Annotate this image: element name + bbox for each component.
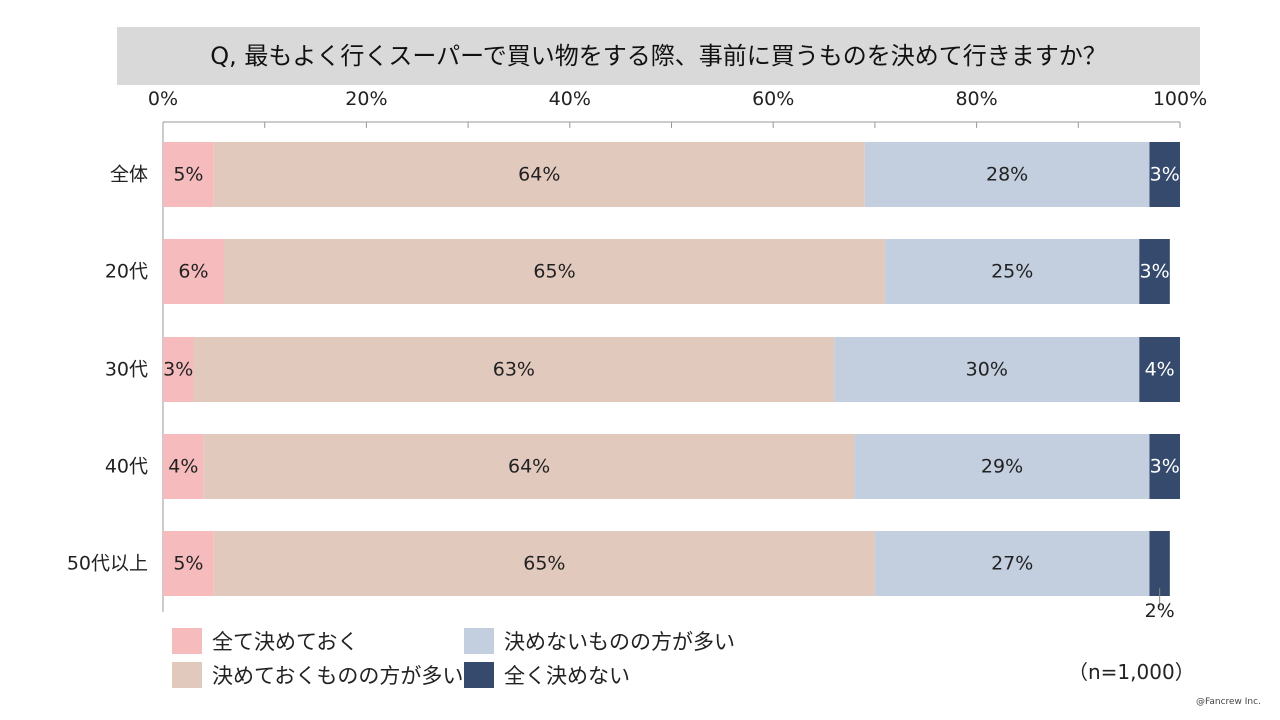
legend-swatch: [464, 628, 494, 654]
bar-segment: [1149, 142, 1180, 207]
legend-label: 全て決めておく: [212, 630, 359, 654]
legend-item-all-decided: 全て決めておく: [172, 626, 358, 656]
chart-title: Q, 最もよく行くスーパーで買い物をする際、事前に買うものを決めて行きますか？: [210, 42, 1107, 70]
data-label: 65%: [533, 261, 575, 283]
legend-label: 全く決めない: [504, 664, 630, 688]
copyright-credit: @Fancrew Inc.: [1196, 697, 1261, 707]
category-label: 40代: [105, 456, 148, 478]
category-label: 30代: [105, 359, 148, 381]
data-label: 5%: [173, 164, 203, 186]
category-label: 20代: [105, 261, 148, 283]
bar-segment: [1149, 434, 1180, 499]
data-label: 29%: [981, 456, 1023, 478]
bar-segment: [1139, 239, 1170, 304]
bar-segment: [213, 531, 875, 596]
bar-segment: [854, 434, 1150, 499]
category-label: 50代以上: [67, 553, 148, 575]
bar-segment: [163, 434, 204, 499]
legend-item-mostly-undecided: 決めないものの方が多い: [464, 626, 735, 656]
bar-segment: [163, 142, 214, 207]
bar-segment: [874, 531, 1150, 596]
bar-segment: [163, 239, 225, 304]
x-tick-label: 60%: [752, 88, 794, 110]
data-label: 3%: [1139, 261, 1169, 283]
x-tick-label: 0%: [148, 88, 178, 110]
title-bar: Q, 最もよく行くスーパーで買い物をする際、事前に買うものを決めて行きますか？: [117, 27, 1200, 85]
legend-swatch: [172, 628, 202, 654]
data-label: 2%: [1145, 600, 1175, 622]
data-label: 5%: [173, 553, 203, 575]
data-label: 25%: [991, 261, 1033, 283]
data-label: 65%: [523, 553, 565, 575]
x-tick-label: 80%: [955, 88, 997, 110]
legend-label: 決めておくものの方が多い: [212, 664, 464, 688]
bar-segment: [163, 337, 194, 402]
bar-segment: [834, 337, 1140, 402]
category-label: 全体: [110, 164, 148, 186]
bar-segment: [1139, 337, 1180, 402]
bar-segment: [193, 337, 835, 402]
legend-swatch: [172, 662, 202, 688]
data-label: 64%: [508, 456, 550, 478]
data-label: 63%: [493, 359, 535, 381]
sample-size-note: （n=1,000）: [1068, 660, 1195, 684]
bar-segment: [1149, 531, 1170, 596]
data-label: 3%: [1150, 456, 1180, 478]
data-label: 28%: [986, 164, 1028, 186]
x-tick-label: 100%: [1153, 88, 1207, 110]
x-tick-label: 20%: [345, 88, 387, 110]
legend-item-none-decided: 全く決めない: [464, 660, 630, 690]
data-label: 3%: [1150, 164, 1180, 186]
data-label: 4%: [1145, 359, 1175, 381]
data-label: 3%: [163, 359, 193, 381]
legend-item-mostly-decided: 決めておくものの方が多い: [172, 660, 463, 690]
data-label: 4%: [168, 456, 198, 478]
data-label: 27%: [991, 553, 1033, 575]
bar-segment: [885, 239, 1140, 304]
legend-label: 決めないものの方が多い: [504, 630, 735, 654]
data-label: 6%: [178, 261, 208, 283]
bar-segment: [864, 142, 1150, 207]
legend-swatch: [464, 662, 494, 688]
bar-segment: [224, 239, 886, 304]
data-label: 64%: [518, 164, 560, 186]
bar-segment: [163, 531, 214, 596]
data-label: 30%: [966, 359, 1008, 381]
bar-segment: [203, 434, 855, 499]
x-tick-label: 40%: [549, 88, 591, 110]
bar-segment: [213, 142, 865, 207]
